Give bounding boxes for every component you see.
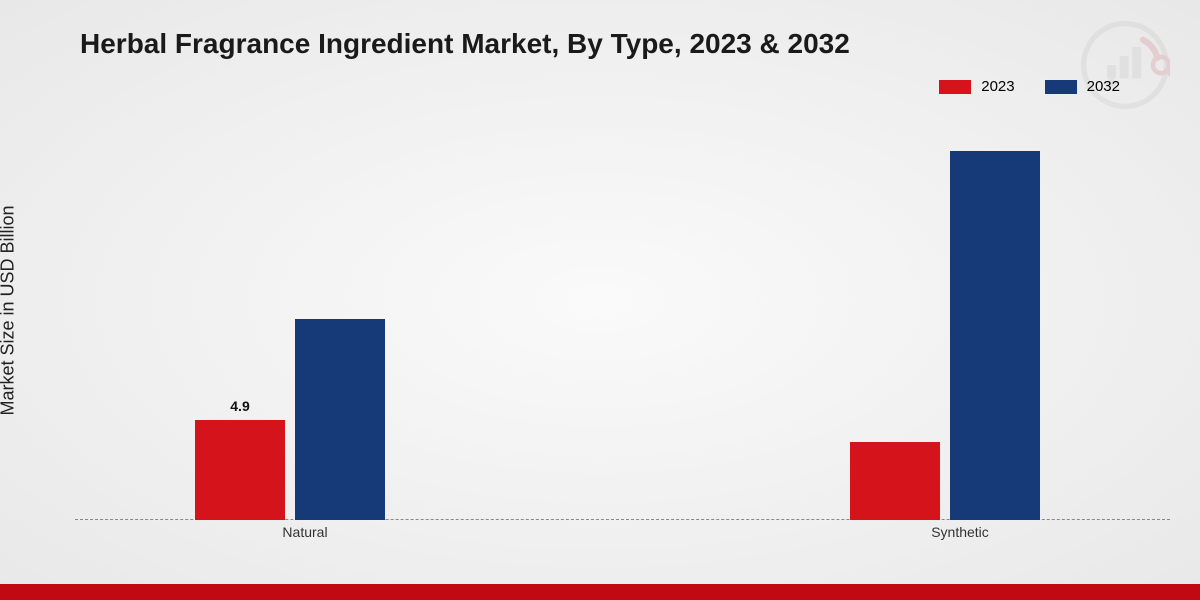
legend-item-2032: 2032	[1045, 78, 1120, 95]
legend: 2023 2032	[939, 78, 1120, 95]
chart-title: Herbal Fragrance Ingredient Market, By T…	[80, 28, 850, 60]
bar-synthetic-2023	[850, 442, 940, 520]
footer-accent-bar	[0, 584, 1200, 600]
legend-label-2032: 2032	[1087, 78, 1120, 95]
bar-natural-2023	[195, 420, 285, 520]
watermark-logo	[1080, 20, 1170, 110]
bar-synthetic-2032	[950, 151, 1040, 520]
y-axis-label: Market Size in USD Billion	[0, 205, 19, 415]
legend-label-2023: 2023	[981, 78, 1014, 95]
legend-swatch-2032	[1045, 80, 1077, 94]
bar-group-natural: 4.9Natural	[195, 110, 415, 520]
legend-item-2023: 2023	[939, 78, 1014, 95]
plot-area: 4.9NaturalSynthetic	[75, 110, 1170, 540]
category-label-natural: Natural	[195, 524, 415, 540]
bar-group-synthetic: Synthetic	[850, 110, 1070, 520]
bar-natural-2032	[295, 319, 385, 520]
bar-value-label: 4.9	[195, 398, 285, 414]
category-label-synthetic: Synthetic	[850, 524, 1070, 540]
legend-swatch-2023	[939, 80, 971, 94]
